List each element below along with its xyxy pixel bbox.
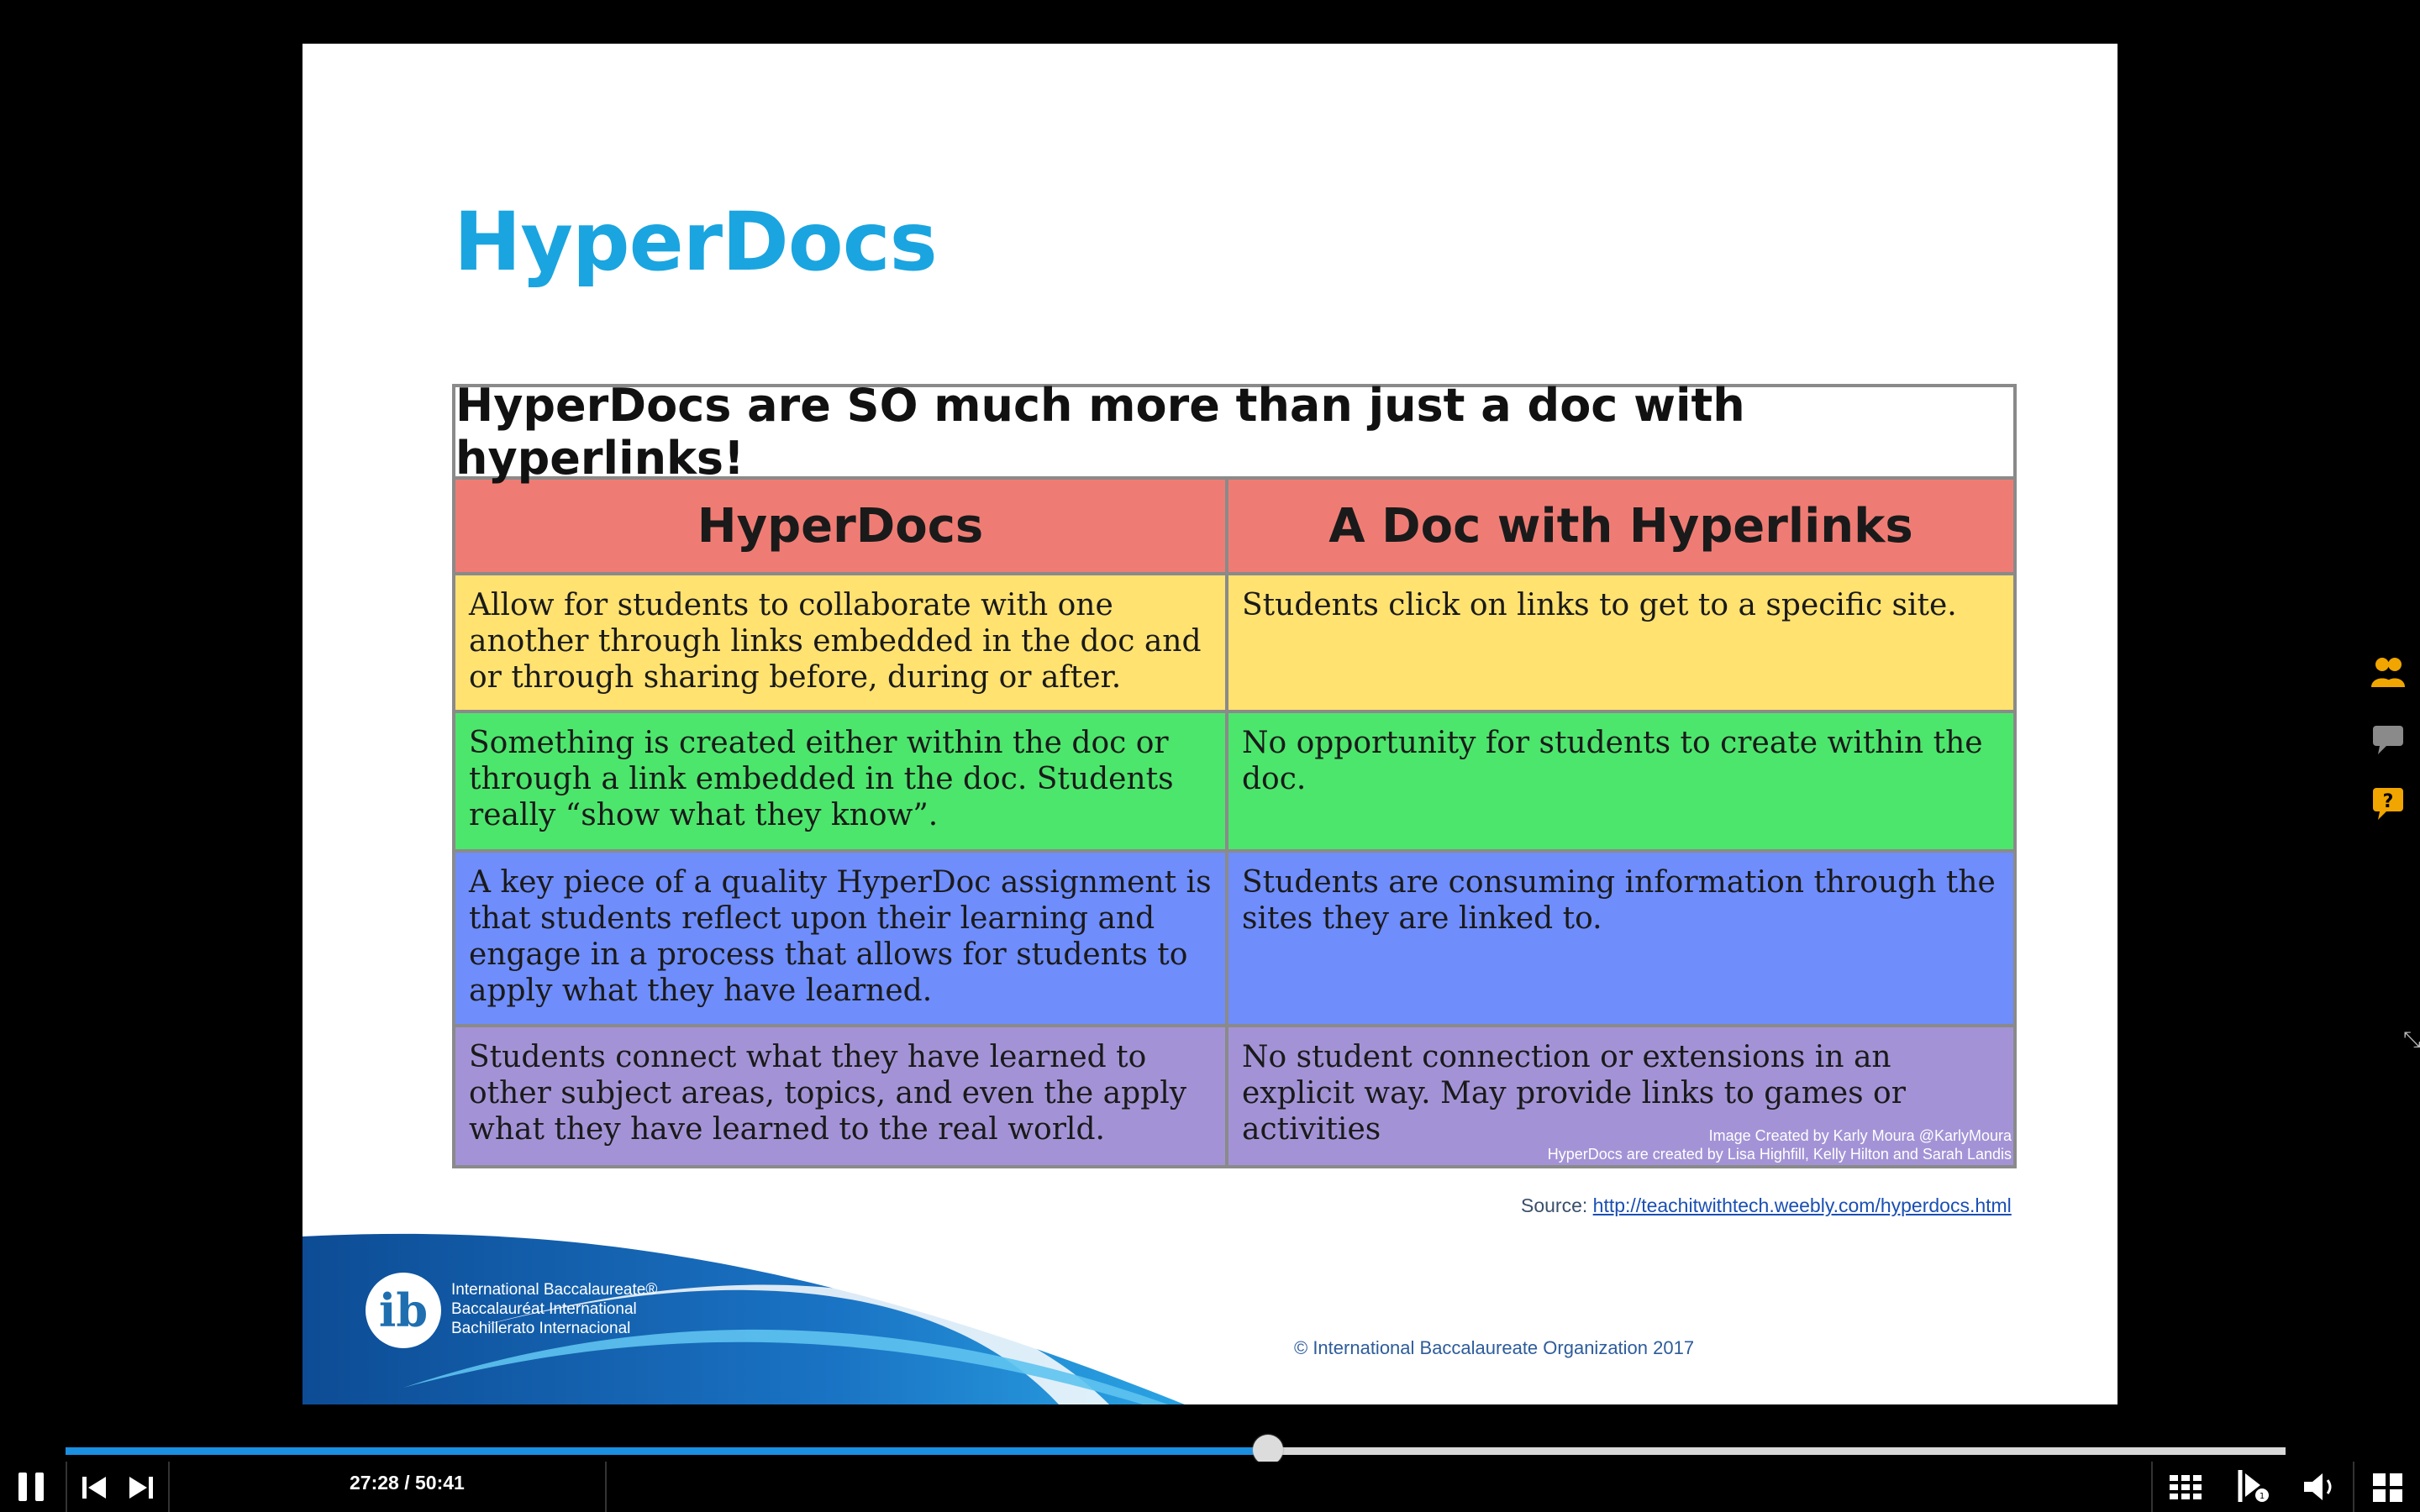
ib-wave-banner	[302, 1233, 1185, 1404]
playback-speed-icon[interactable]: 1	[2235, 1468, 2272, 1504]
fullscreen-icon[interactable]	[2371, 1472, 2405, 1504]
table-cell-hyperdocs: A key piece of a quality HyperDoc assign…	[455, 853, 1228, 1024]
next-icon[interactable]	[126, 1475, 155, 1500]
divider	[168, 1462, 170, 1512]
previous-icon[interactable]	[81, 1475, 109, 1500]
resize-handle-icon[interactable]: ⤡	[2403, 1026, 2420, 1052]
source-label: Source:	[1521, 1194, 1593, 1216]
grid-view-icon[interactable]	[2168, 1472, 2203, 1502]
svg-text:1: 1	[2260, 1492, 2265, 1501]
playback-time: 27:28 / 50:41	[350, 1472, 465, 1494]
ib-logo: ib	[366, 1273, 441, 1348]
divider	[2151, 1462, 2153, 1512]
pause-icon[interactable]	[15, 1471, 49, 1503]
header-doc-with-hyperlinks: A Doc with Hyperlinks	[1328, 498, 1913, 554]
image-credit: Image Created by Karly Moura @KarlyMoura	[1708, 1127, 2012, 1144]
table-cell-doc: No student connection or extensions in a…	[1242, 1040, 1906, 1147]
chat-icon[interactable]	[2370, 721, 2407, 758]
table-row: Allow for students to collaborate with o…	[455, 575, 2013, 713]
divider	[66, 1462, 67, 1512]
table-header-row: HyperDocs A Doc with Hyperlinks	[455, 480, 2013, 575]
divider	[605, 1462, 607, 1512]
source-line: Source: http://teachitwithtech.weebly.co…	[1521, 1194, 2012, 1217]
table-row: Students connect what they have learned …	[455, 1027, 2013, 1165]
ib-line-2: Baccalauréat International	[451, 1300, 637, 1318]
volume-icon[interactable]	[2302, 1472, 2339, 1502]
source-link[interactable]: http://teachitwithtech.weebly.com/hyperd…	[1592, 1194, 2012, 1216]
table-row: A key piece of a quality HyperDoc assign…	[455, 853, 2013, 1027]
svg-text:?: ?	[2383, 791, 2394, 812]
ib-line-1: International Baccalaureate®	[451, 1281, 658, 1299]
participants-icon[interactable]	[2370, 654, 2407, 690]
table-cell-doc: No opportunity for students to create wi…	[1242, 726, 1983, 796]
table-cell-hyperdocs: Something is created either within the d…	[455, 713, 1228, 849]
table-row: Something is created either within the d…	[455, 713, 2013, 853]
progress-scrubber[interactable]	[1252, 1435, 1283, 1465]
table-cell-hyperdocs: Students connect what they have learned …	[455, 1027, 1228, 1165]
question-icon[interactable]: ?	[2370, 785, 2407, 822]
table-banner: HyperDocs are SO much more than just a d…	[455, 379, 2013, 485]
slide-title: HyperDocs	[454, 195, 938, 289]
copyright-text: © International Baccalaureate Organizati…	[1294, 1337, 1695, 1358]
ib-line-3: Bachillerato Internacional	[451, 1320, 631, 1337]
comparison-table: HyperDocs are SO much more than just a d…	[452, 379, 2017, 1168]
table-cell-doc: Students click on links to get to a spec…	[1242, 588, 1957, 622]
table-cell-doc: Students are consuming information throu…	[1242, 865, 1996, 936]
player-controls	[0, 1462, 2420, 1512]
header-hyperdocs: HyperDocs	[455, 480, 1228, 572]
divider	[2353, 1462, 2354, 1512]
table-cell-hyperdocs: Allow for students to collaborate with o…	[455, 575, 1228, 710]
hyperdocs-credit: HyperDocs are created by Lisa Highfill, …	[1547, 1146, 2012, 1163]
ib-logo-text: International Baccalaureate® Baccalauréa…	[451, 1280, 657, 1338]
presentation-slide: HyperDocs HyperDocs are SO much more tha…	[302, 44, 2118, 1404]
progress-fill	[66, 1447, 1268, 1455]
playback-progress-bar[interactable]	[66, 1447, 2286, 1455]
